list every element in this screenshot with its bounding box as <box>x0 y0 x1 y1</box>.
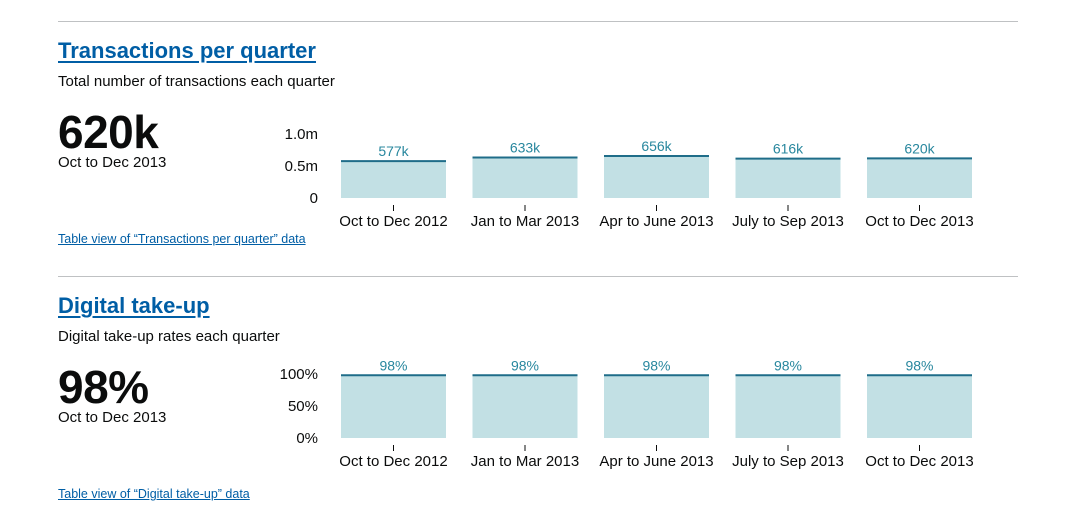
transactions-description: Total number of transactions each quarte… <box>58 73 335 90</box>
y-tick-label: 50% <box>288 398 318 415</box>
bar <box>867 375 972 438</box>
x-tick-label: Apr to June 2013 <box>599 213 713 230</box>
data-label: 620k <box>904 140 935 156</box>
bar <box>735 158 841 198</box>
x-tick-label: Jan to Mar 2013 <box>471 453 579 470</box>
x-tick-label: Oct to Dec 2012 <box>339 453 447 470</box>
x-tick-label: Oct to Dec 2012 <box>339 213 447 230</box>
section-divider <box>58 21 1018 22</box>
transactions-headline-period: Oct to Dec 2013 <box>58 154 167 171</box>
digital-take-up-headline-period: Oct to Dec 2013 <box>58 409 167 426</box>
x-tick-label: Oct to Dec 2013 <box>865 213 973 230</box>
data-label: 616k <box>773 141 804 157</box>
transactions-module: Transactions per quarter Total number of… <box>58 21 1018 256</box>
transactions-bar-chart: 0 0.5m 1.0m 577k Oct to Dec 2012 633k Jan to M… <box>285 126 974 230</box>
section-divider <box>58 276 1018 277</box>
x-tick-label: July to Sep 2013 <box>732 213 844 230</box>
bar <box>867 158 972 198</box>
data-label: 98% <box>774 357 802 373</box>
digital-take-up-description: Digital take-up rates each quarter <box>58 328 280 345</box>
x-tick-label: Oct to Dec 2013 <box>865 453 973 470</box>
y-tick-label: 0 <box>310 190 318 207</box>
digital-take-up-table-view-link[interactable]: Table view of “Digital take-up” data <box>58 487 250 501</box>
bar <box>604 156 709 198</box>
bar <box>604 375 709 438</box>
transactions-headline-value: 620k <box>58 106 159 158</box>
digital-take-up-bar-chart: 0% 50% 100% 98% Oct to Dec 2012 98% Jan to Mar… <box>280 357 974 470</box>
digital-take-up-title-link[interactable]: Digital take-up <box>58 293 210 318</box>
digital-take-up-headline-value: 98% <box>58 361 149 413</box>
bar <box>735 375 841 438</box>
y-tick-label: 0.5m <box>285 158 318 175</box>
x-tick-label: July to Sep 2013 <box>732 453 844 470</box>
x-tick-label: Apr to June 2013 <box>599 453 713 470</box>
transactions-title-link[interactable]: Transactions per quarter <box>58 38 316 63</box>
bar <box>341 161 446 198</box>
bar <box>472 375 578 438</box>
digital-take-up-module: Digital take-up Digital take-up rates ea… <box>58 276 1018 511</box>
bar <box>472 157 578 198</box>
data-label: 633k <box>510 139 541 155</box>
data-label: 98% <box>511 357 539 373</box>
data-label: 98% <box>642 357 670 373</box>
y-tick-label: 0% <box>296 430 318 447</box>
data-label: 98% <box>905 357 933 373</box>
data-label: 656k <box>641 138 672 154</box>
bar <box>341 375 446 438</box>
y-tick-label: 1.0m <box>285 126 318 143</box>
transactions-table-view-link[interactable]: Table view of “Transactions per quarter”… <box>58 232 306 246</box>
data-label: 98% <box>379 357 407 373</box>
data-label: 577k <box>378 143 409 159</box>
x-tick-label: Jan to Mar 2013 <box>471 213 579 230</box>
y-tick-label: 100% <box>280 366 318 383</box>
